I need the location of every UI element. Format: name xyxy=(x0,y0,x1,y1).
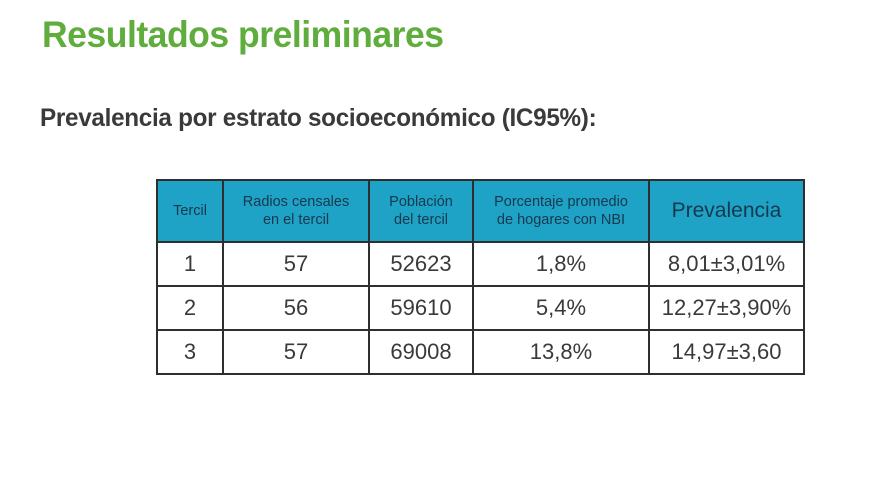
header-poblacion: Población del tercil xyxy=(368,179,474,243)
cell-radios: 57 xyxy=(222,329,370,375)
cell-prevalencia: 12,27±3,90% xyxy=(648,285,805,331)
cell-poblacion: 52623 xyxy=(368,241,474,287)
cell-tercil: 1 xyxy=(156,241,224,287)
header-prevalencia: Prevalencia xyxy=(648,179,805,243)
cell-radios: 57 xyxy=(222,241,370,287)
cell-poblacion: 69008 xyxy=(368,329,474,375)
slide-title: Resultados preliminares xyxy=(42,14,444,55)
cell-porcentaje: 5,4% xyxy=(472,285,650,331)
cell-radios: 56 xyxy=(222,285,370,331)
cell-tercil: 3 xyxy=(156,329,224,375)
header-radios-censales: Radios censales en el tercil xyxy=(222,179,370,243)
header-tercil: Tercil xyxy=(156,179,224,243)
header-porcentaje-nbi: Porcentaje promedio de hogares con NBI xyxy=(472,179,650,243)
table-row: 1 57 52623 1,8% 8,01±3,01% xyxy=(156,241,805,287)
cell-prevalencia: 8,01±3,01% xyxy=(648,241,805,287)
table-row: 2 56 59610 5,4% 12,27±3,90% xyxy=(156,285,805,331)
prevalence-table: Tercil Radios censales en el tercil Pobl… xyxy=(156,179,805,375)
cell-tercil: 2 xyxy=(156,285,224,331)
cell-poblacion: 59610 xyxy=(368,285,474,331)
table-row: 3 57 69008 13,8% 14,97±3,60 xyxy=(156,329,805,375)
slide-subtitle: Prevalencia por estrato socioeconómico (… xyxy=(40,104,597,132)
cell-prevalencia: 14,97±3,60 xyxy=(648,329,805,375)
cell-porcentaje: 1,8% xyxy=(472,241,650,287)
cell-porcentaje: 13,8% xyxy=(472,329,650,375)
table-header-row: Tercil Radios censales en el tercil Pobl… xyxy=(156,179,805,243)
